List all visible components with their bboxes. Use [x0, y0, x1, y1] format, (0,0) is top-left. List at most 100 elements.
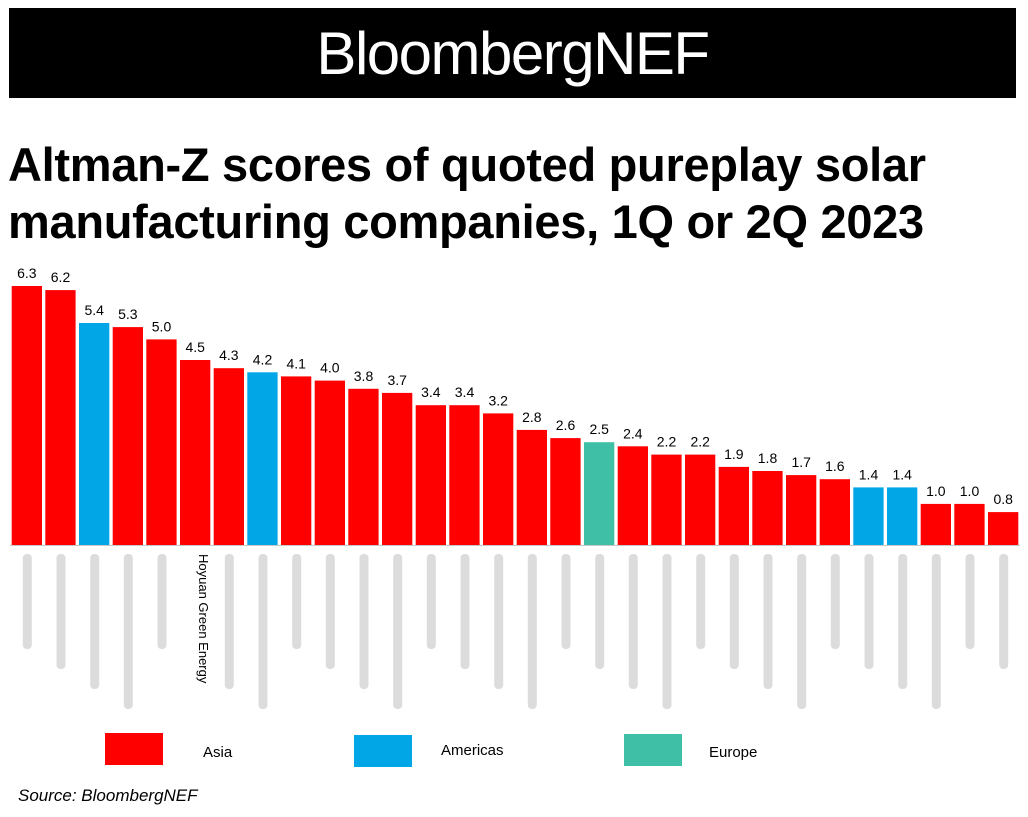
bar: [415, 405, 446, 545]
bar-value-label: 5.4: [84, 302, 104, 318]
category-label-obscured: [56, 554, 66, 669]
category-label-obscured: [22, 554, 32, 649]
category-label: Hoyuan Green Energy: [196, 554, 211, 684]
bar: [887, 487, 918, 545]
bar-value-label: 4.1: [286, 355, 306, 371]
bar: [11, 286, 42, 545]
legend-swatch-asia: [105, 733, 163, 765]
bar-value-label: 4.0: [320, 360, 340, 376]
bar-value-label: 3.4: [455, 384, 475, 400]
category-label-obscured: [90, 554, 100, 689]
category-label-obscured: [359, 554, 369, 689]
bar: [314, 380, 345, 545]
bar-value-label: 1.7: [791, 454, 811, 470]
category-label-obscured: [460, 554, 470, 669]
bar: [247, 372, 278, 545]
bar: [617, 446, 648, 545]
bar-value-label: 5.0: [152, 318, 172, 334]
bar-value-label: 1.6: [825, 458, 845, 474]
category-label-obscured: [628, 554, 638, 689]
bar-value-label: 4.5: [185, 339, 205, 355]
bar-value-label: 1.0: [926, 483, 946, 499]
category-label-obscured: [494, 554, 504, 689]
category-label-obscured: [864, 554, 874, 669]
bar: [382, 392, 413, 545]
bar-value-label: 5.3: [118, 306, 138, 322]
category-label-obscured: [763, 554, 773, 689]
bar-value-label: 4.2: [253, 351, 273, 367]
bar: [348, 388, 379, 545]
category-label-obscured: [292, 554, 302, 649]
bar: [550, 438, 581, 545]
bar-value-label: 1.8: [758, 450, 778, 466]
bar: [584, 442, 615, 545]
legend-label-europe: Europe: [709, 744, 757, 761]
bar-value-label: 1.4: [859, 466, 879, 482]
category-label-obscured: [965, 554, 975, 649]
category-label-obscured: [898, 554, 908, 689]
chart-title: Altman-Z scores of quoted pureplay solar…: [8, 138, 926, 248]
bar: [988, 512, 1019, 545]
bar: [79, 323, 110, 545]
bar: [281, 376, 312, 545]
category-label-obscured: [931, 554, 941, 709]
bar-value-label: 1.9: [724, 446, 744, 462]
category-label-obscured: [393, 554, 403, 709]
bar-value-label: 1.4: [892, 466, 912, 482]
category-label-obscured: [123, 554, 133, 709]
brand-header: BloombergNEF: [9, 8, 1016, 98]
bar: [483, 413, 514, 545]
bar-value-label: 6.2: [51, 269, 71, 285]
category-label-obscured: [999, 554, 1009, 669]
category-label-obscured: [325, 554, 335, 669]
bar-value-label: 3.2: [488, 392, 508, 408]
category-label-obscured: [797, 554, 807, 709]
brand-logo: BloombergNEF: [316, 19, 710, 87]
bar-value-label: 2.2: [657, 434, 677, 450]
bar: [786, 475, 817, 545]
category-label-obscured: [527, 554, 537, 709]
bar: [112, 327, 143, 545]
bar-value-label: 6.3: [17, 265, 37, 281]
bar-value-label: 0.8: [993, 491, 1013, 507]
bar: [718, 466, 749, 545]
bar: [449, 405, 480, 545]
bar: [146, 339, 177, 545]
category-label-obscured: [595, 554, 605, 669]
bar-value-label: 2.6: [556, 417, 576, 433]
bar: [180, 360, 211, 545]
bar-value-label: 1.0: [960, 483, 980, 499]
category-label-obscured: [157, 554, 167, 649]
legend-label-asia: Asia: [203, 744, 233, 761]
bar: [954, 503, 985, 545]
category-label-obscured: [426, 554, 436, 649]
bar-value-label: 3.8: [354, 368, 374, 384]
category-label-obscured: [561, 554, 571, 649]
legend-swatch-americas: [354, 735, 412, 767]
bar: [920, 503, 951, 545]
bar: [819, 479, 850, 545]
bar-value-label: 3.4: [421, 384, 441, 400]
bar: [752, 471, 783, 545]
source-note: Source: BloombergNEF: [18, 786, 198, 805]
category-label-obscured: [224, 554, 234, 689]
bar: [45, 290, 76, 545]
bar-value-label: 2.8: [522, 409, 542, 425]
bar: [213, 368, 244, 545]
category-label-obscured: [258, 554, 268, 709]
bar-value-label: 3.7: [387, 372, 407, 388]
bar: [516, 429, 547, 545]
category-label-obscured: [662, 554, 672, 709]
legend-swatch-europe: [624, 734, 682, 766]
bar-value-label: 2.4: [623, 425, 643, 441]
bar: [651, 454, 682, 545]
legend-label-americas: Americas: [441, 742, 504, 759]
bar-value-label: 2.5: [589, 421, 609, 437]
category-label-obscured: [729, 554, 739, 669]
bar: [685, 454, 716, 545]
bar: [853, 487, 884, 545]
category-label-obscured: [830, 554, 840, 649]
bar-value-label: 4.3: [219, 347, 239, 363]
category-label-obscured: [696, 554, 706, 649]
